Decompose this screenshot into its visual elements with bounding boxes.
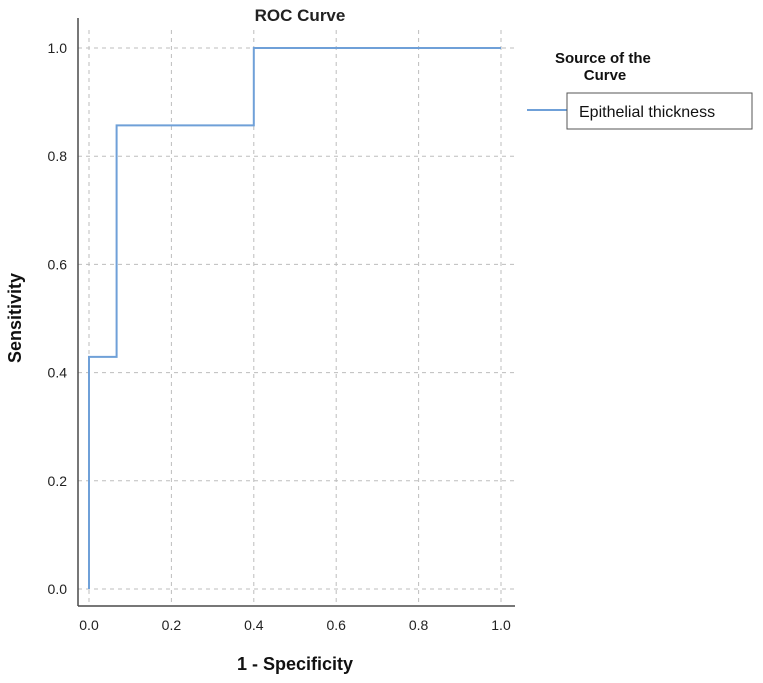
- y-tick-label: 0.2: [48, 473, 68, 489]
- y-tick-label: 1.0: [48, 40, 68, 56]
- x-tick-label: 1.0: [491, 617, 511, 633]
- chart-title: ROC Curve: [255, 6, 346, 25]
- x-tick-label: 0.8: [409, 617, 429, 633]
- y-tick-label: 0.0: [48, 581, 68, 597]
- y-tick-label: 0.8: [48, 148, 68, 164]
- axes: [77, 18, 515, 607]
- x-tick-label: 0.0: [79, 617, 99, 633]
- y-tick-labels: 0.0 0.2 0.4 0.6 0.8 1.0: [48, 40, 68, 597]
- legend-title-line-1: Source of the: [555, 50, 651, 67]
- series: [88, 47, 501, 589]
- x-tick-label: 0.4: [244, 617, 264, 633]
- legend: Source of the Curve Epithelial thickness: [527, 50, 753, 130]
- series-line-epithelial-thickness: [88, 47, 501, 589]
- legend-entry-label: Epithelial thickness: [579, 104, 715, 121]
- legend-title-line-2: Curve: [584, 67, 627, 84]
- x-tick-label: 0.2: [162, 617, 182, 633]
- y-tick-label: 0.4: [48, 365, 68, 381]
- x-tick-label: 0.6: [326, 617, 346, 633]
- x-axis-title: 1 - Specificity: [237, 654, 353, 674]
- x-tick-labels: 0.0 0.2 0.4 0.6 0.8 1.0: [79, 617, 511, 633]
- grid: [78, 30, 515, 606]
- y-axis-title: Sensitivity: [5, 273, 25, 363]
- legend-entry-box: [566, 92, 753, 130]
- y-tick-label: 0.6: [48, 256, 68, 272]
- legend-title: Source of the Curve: [555, 50, 655, 84]
